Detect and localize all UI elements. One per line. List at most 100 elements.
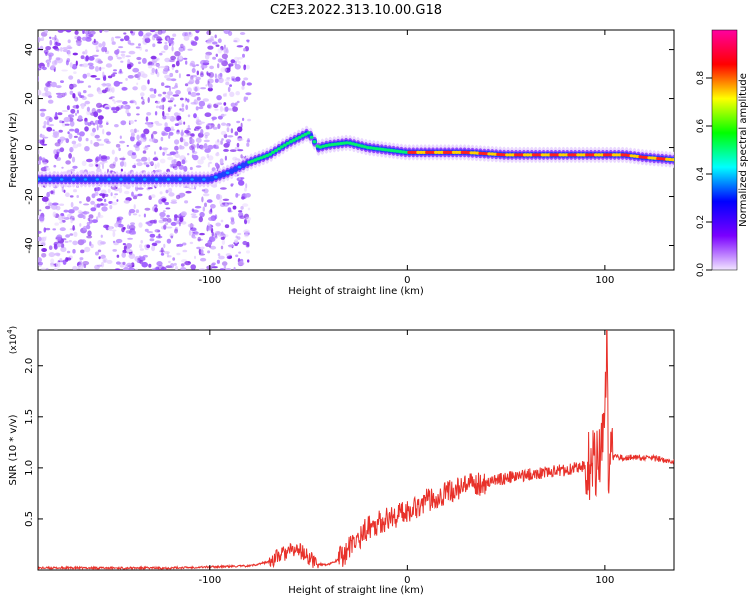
heatmap-noise-cell	[178, 55, 183, 60]
heatmap-ridge-cell	[51, 176, 57, 183]
heatmap-noise-cell	[95, 77, 101, 81]
heatmap-noise-cell	[234, 239, 239, 244]
heatmap-ridge-core	[303, 132, 308, 136]
heatmap-noise-cell	[161, 198, 167, 203]
heatmap-noise-cell	[238, 180, 245, 186]
heatmap-ridge-cell	[98, 176, 104, 183]
heatmap-noise-cell	[226, 255, 233, 260]
heatmap-noise-cell	[176, 252, 181, 256]
heatmap-noise-cell	[111, 87, 115, 93]
heatmap-noise-cell	[168, 43, 171, 47]
heatmap-noise-cell	[161, 132, 169, 136]
heatmap-noise-cell	[138, 222, 143, 228]
heatmap-noise-cell	[151, 137, 156, 143]
heatmap-noise-cell	[167, 37, 170, 42]
heatmap-noise-cell	[159, 158, 166, 164]
heatmap-noise-cell	[210, 245, 217, 250]
heatmap-noise-cell	[168, 187, 173, 193]
heatmap-noise-cell	[92, 54, 99, 57]
heatmap-y-tick-label: 20	[24, 92, 35, 105]
heatmap-noise-cell	[154, 163, 157, 170]
heatmap-noise-cell	[169, 97, 175, 102]
heatmap-noise-cell	[186, 127, 192, 131]
heatmap-noise-cell	[186, 87, 192, 93]
heatmap-noise-cell	[48, 252, 55, 258]
heatmap-noise-cell	[220, 67, 227, 73]
colorbar-label: Normalized spectral amplitude	[738, 73, 749, 227]
heatmap-noise-cell	[113, 100, 117, 104]
heatmap-noise-cell	[108, 97, 113, 100]
heatmap-noise-cell	[246, 142, 250, 147]
colorbar-tick-label: 0.6	[696, 119, 706, 134]
heatmap-noise-cell	[167, 156, 174, 161]
heatmap-noise-cell	[179, 216, 184, 223]
heatmap-noise-cell	[116, 199, 119, 202]
heatmap-noise-cell	[196, 96, 201, 101]
heatmap-noise-cell	[60, 80, 64, 83]
heatmap-noise-cell	[103, 224, 109, 229]
heatmap-noise-cell	[234, 131, 239, 136]
heatmap-noise-cell	[137, 71, 141, 78]
heatmap-noise-cell	[118, 147, 121, 152]
heatmap-noise-cell	[242, 240, 248, 246]
heatmap-noise-cell	[87, 30, 91, 35]
heatmap-noise-cell	[174, 123, 179, 126]
heatmap-noise-cell	[216, 95, 222, 101]
heatmap-noise-cell	[156, 101, 160, 105]
heatmap-noise-cell	[221, 138, 224, 141]
heatmap-noise-cell	[114, 36, 121, 39]
heatmap-noise-cell	[94, 157, 99, 164]
heatmap-noise-cell	[200, 156, 206, 161]
heatmap-noise-cell	[80, 239, 87, 244]
heatmap-noise-cell	[65, 234, 70, 238]
heatmap-noise-cell	[224, 113, 227, 116]
heatmap-noise-cell	[212, 126, 218, 130]
heatmap-noise-cell	[115, 143, 121, 148]
heatmap-noise-cell	[100, 155, 108, 160]
heatmap-ridge-core	[466, 151, 471, 155]
heatmap-ridge-core	[496, 152, 501, 156]
heatmap-noise-cell	[81, 36, 87, 41]
heatmap-noise-cell	[110, 73, 116, 77]
heatmap-noise-cell	[157, 230, 161, 233]
heatmap-noise-cell	[238, 61, 241, 64]
heatmap-noise-cell	[225, 92, 227, 97]
heatmap-noise-cell	[54, 222, 59, 226]
heatmap-noise-cell	[132, 213, 138, 216]
heatmap-noise-cell	[111, 106, 117, 110]
heatmap-noise-cell	[41, 253, 47, 258]
heatmap-noise-cell	[223, 30, 230, 35]
heatmap-noise-cell	[203, 143, 208, 149]
heatmap-noise-cell	[129, 224, 136, 231]
heatmap-noise-cell	[233, 266, 236, 270]
heatmap-noise-cell	[61, 92, 66, 98]
heatmap-noise-cell	[175, 69, 179, 74]
heatmap-ridge-cell	[232, 166, 239, 173]
heatmap-noise-cell	[46, 267, 49, 270]
colorbar-tick-label: 0.4	[696, 167, 706, 182]
heatmap-noise-cell	[103, 160, 108, 163]
heatmap-noise-cell	[97, 90, 103, 95]
heatmap-noise-cell	[65, 30, 72, 33]
heatmap-y-tick-label: -20	[24, 188, 35, 204]
heatmap-noise-cell	[164, 74, 171, 79]
heatmap-noise-cell	[198, 253, 206, 256]
heatmap-noise-cell	[82, 215, 86, 220]
heatmap-noise-cell	[63, 189, 66, 193]
heatmap-ridge-core	[386, 148, 391, 152]
heatmap-noise-cell	[191, 147, 195, 153]
heatmap-noise-cell	[190, 213, 197, 216]
heatmap-noise-cell	[68, 153, 72, 159]
heatmap-noise-cell	[112, 249, 117, 252]
heatmap-noise-cell	[186, 74, 191, 77]
heatmap-noise-cell	[118, 46, 124, 49]
heatmap-noise-cell	[149, 233, 156, 238]
heatmap-noise-cell	[193, 113, 197, 119]
heatmap-noise-cell	[151, 67, 156, 74]
heatmap-noise-cell	[245, 243, 250, 248]
heatmap-noise-cell	[111, 149, 115, 155]
heatmap-noise-cell	[207, 87, 213, 92]
heatmap-noise-cell	[93, 38, 96, 44]
heatmap-noise-cell	[221, 261, 228, 266]
heatmap-noise-cell	[122, 267, 130, 270]
